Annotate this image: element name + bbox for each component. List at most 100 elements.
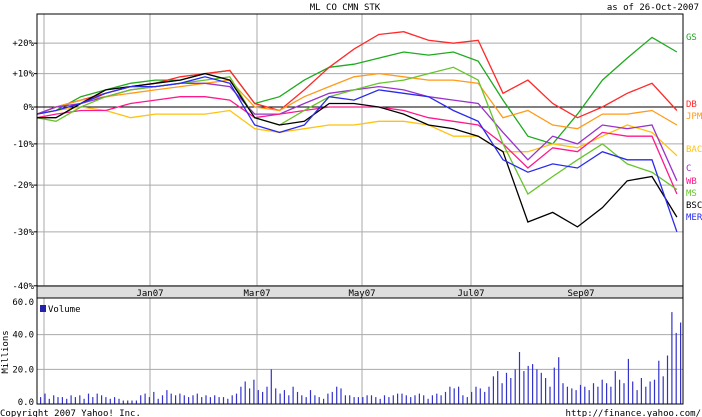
volume-bar <box>484 391 486 404</box>
volume-bar <box>475 386 477 404</box>
volume-bar <box>458 386 460 404</box>
volume-bar <box>623 383 625 404</box>
volume-bar <box>357 397 359 404</box>
volume-bar <box>653 379 656 404</box>
volume-bar <box>645 386 647 404</box>
volume-bar <box>205 395 207 404</box>
volume-bar <box>597 386 599 404</box>
volume-bar <box>340 388 342 404</box>
volume-bar <box>592 383 595 404</box>
volume-panel: 60.0 40.0 20.0 0.0 Volume Millions <box>1 297 684 408</box>
y-tick-label: -40% <box>12 282 34 292</box>
volume-bar <box>309 390 312 404</box>
volume-axis-label: Millions <box>1 330 11 373</box>
volume-bar <box>148 397 150 404</box>
y-tick-label: -30% <box>12 228 34 238</box>
volume-bar <box>253 379 255 404</box>
volume-bar <box>423 395 425 404</box>
volume-bar <box>401 393 403 404</box>
volume-bar <box>344 395 346 404</box>
volume-bar <box>558 357 560 404</box>
volume-bar <box>118 398 120 404</box>
volume-legend-swatch <box>40 305 46 312</box>
volume-bar <box>497 371 499 404</box>
volume-plot-border <box>36 297 684 405</box>
volume-tick-label: 0.0 <box>18 398 34 408</box>
volume-tick-label: 60.0 <box>12 298 34 308</box>
volume-bar <box>175 395 177 404</box>
volume-bar <box>249 388 251 404</box>
volume-bar <box>257 390 259 404</box>
volume-bar <box>114 397 116 404</box>
x-tick-label: Jan07 <box>136 289 163 299</box>
volume-bar <box>523 371 525 404</box>
series-label-bsc: BSC <box>686 201 702 211</box>
volume-bar <box>135 400 137 404</box>
volume-bar <box>536 369 538 404</box>
volume-bar <box>479 388 481 404</box>
volume-bar <box>680 322 682 404</box>
volume-tick-label: 40.0 <box>12 331 34 341</box>
volume-bar <box>431 395 433 404</box>
x-tick-label: Sep07 <box>567 289 594 299</box>
volume-bar <box>240 386 242 404</box>
series-line-bac <box>36 106 678 157</box>
volume-bar <box>549 386 551 404</box>
volume-bar <box>414 395 416 404</box>
volume-bar <box>397 393 399 404</box>
price-plot-border <box>36 13 684 287</box>
x-tick-label: May07 <box>348 289 375 299</box>
volume-bar <box>427 398 429 404</box>
volume-bar <box>571 388 573 404</box>
volume-bar <box>227 398 229 404</box>
volume-bar <box>492 376 494 404</box>
volume-bar <box>453 388 455 404</box>
volume-bar <box>619 379 621 404</box>
volume-bar <box>170 393 172 404</box>
volume-bar <box>166 390 168 404</box>
volume-bar <box>466 397 468 404</box>
volume-bar <box>201 397 203 404</box>
volume-bar <box>231 395 233 404</box>
volume-bar <box>140 395 142 404</box>
source-link[interactable]: http://finance.yahoo.com/ <box>566 409 701 417</box>
volume-bar <box>79 395 81 404</box>
volume-bar <box>488 386 490 404</box>
volume-bar <box>514 369 516 404</box>
volume-bar <box>336 386 338 404</box>
volume-bar <box>566 386 568 404</box>
volume-bar <box>275 388 277 404</box>
volume-tick-label: 20.0 <box>12 365 34 375</box>
volume-bar <box>305 397 307 404</box>
series-label-db: DB <box>686 100 697 110</box>
volume-bar <box>87 393 90 404</box>
volume-bar <box>279 393 281 404</box>
volume-bar <box>418 393 420 404</box>
chart-title: ML CO CMN STK <box>310 3 381 13</box>
series-line-gs <box>36 36 678 145</box>
y-tick-label: -20% <box>12 181 34 191</box>
volume-bar <box>283 390 285 404</box>
volume-bar <box>353 397 355 404</box>
volume-bar <box>545 378 547 404</box>
volume-bar <box>48 398 50 404</box>
volume-bar <box>153 391 155 404</box>
volume-bar <box>562 383 564 404</box>
x-tick-label: Jul07 <box>457 289 484 299</box>
volume-bar <box>440 395 442 404</box>
volume-bar <box>57 397 59 404</box>
volume-bar <box>262 391 264 404</box>
volume-bar <box>518 352 521 404</box>
volume-bar <box>671 312 673 404</box>
series-label-ms: MS <box>686 189 697 199</box>
volume-bar <box>183 395 185 404</box>
volume-bar <box>527 365 529 404</box>
volume-bar <box>131 400 133 404</box>
volume-bar <box>101 395 103 404</box>
volume-bar <box>323 398 325 404</box>
volume-bar <box>501 383 503 404</box>
volume-bar <box>392 395 394 404</box>
series-line-ms <box>36 66 678 195</box>
y-tick-label: +10% <box>12 70 34 80</box>
